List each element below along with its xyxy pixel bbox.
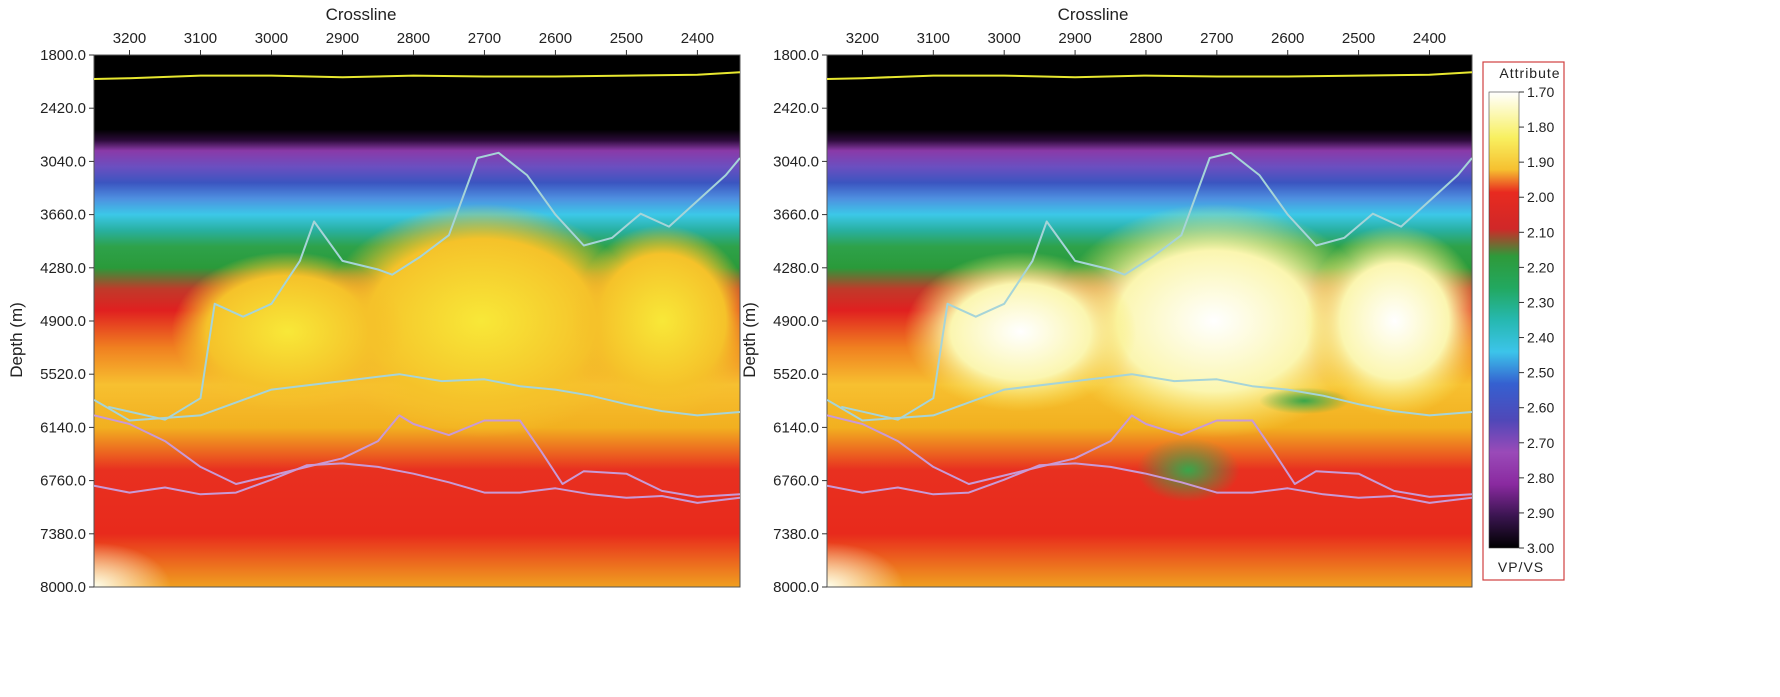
left-x-axis-title: Crossline — [326, 5, 397, 24]
x-tick-label: 2800 — [1129, 30, 1162, 47]
x-tick-label: 3100 — [184, 30, 217, 47]
high-attribute-core — [320, 203, 644, 439]
horizon-group — [94, 71, 740, 504]
colorbar-tick-label: 2.30 — [1527, 294, 1554, 310]
y-tick-label: 5520.0 — [773, 366, 819, 383]
y-tick-label: 2420.0 — [40, 100, 86, 117]
colorbar-title: Attribute — [1499, 65, 1560, 81]
y-tick-label: 1800.0 — [773, 47, 819, 64]
y-tick-label: 7380.0 — [40, 526, 86, 543]
x-tick-label: 3200 — [846, 30, 879, 47]
y-tick-label: 7380.0 — [773, 526, 819, 543]
y-tick-label: 5520.0 — [40, 366, 86, 383]
x-tick-label: 3100 — [917, 30, 950, 47]
x-tick-label: 2600 — [539, 30, 572, 47]
horizon-line — [827, 373, 1472, 422]
horizon-group — [827, 71, 1472, 504]
right-x-axis-title: Crossline — [1058, 5, 1129, 24]
horizon-line — [827, 71, 1472, 80]
colorbar-tick-label: 3.00 — [1527, 540, 1554, 556]
y-tick-label: 8000.0 — [773, 579, 819, 596]
y-tick-label: 3660.0 — [40, 207, 86, 224]
horizon-line — [827, 462, 1472, 504]
low-attribute-patch — [1136, 438, 1240, 502]
y-tick-label: 4280.0 — [773, 260, 819, 277]
x-tick-label: 2400 — [681, 30, 714, 47]
colorbar-tick-label: 2.40 — [1527, 330, 1554, 346]
right-axis-ticks: 3200 3100 3000 2900 2800 2700 2600 2500 2400 1800… — [773, 30, 1446, 596]
x-tick-label: 2500 — [610, 30, 643, 47]
high-attribute-core — [171, 251, 405, 412]
colorbar-tick-label: 2.60 — [1527, 400, 1554, 416]
x-tick-label: 2700 — [468, 30, 501, 47]
horizon-line — [94, 462, 740, 504]
horizon-line — [94, 373, 740, 422]
horizon-line — [94, 71, 740, 80]
right-panel — [827, 55, 1472, 587]
x-tick-label: 2600 — [1271, 30, 1304, 47]
x-tick-label: 3200 — [113, 30, 146, 47]
colorbar-ramp — [1488, 91, 1520, 549]
high-attribute-core — [904, 251, 1137, 412]
horizon-line — [94, 414, 740, 498]
y-tick-label: 1800.0 — [40, 47, 86, 64]
colorbar-tick-label: 2.10 — [1527, 224, 1554, 240]
left-panel — [94, 55, 740, 587]
colorbar-unit-label: VP/VS — [1498, 559, 1544, 575]
colorbar: Attribute 1.70 1.80 1.90 2.00 2.10 2.20 2.30 2.… — [1482, 61, 1565, 581]
y-tick-label: 8000.0 — [40, 579, 86, 596]
right-y-axis-title: Depth (m) — [740, 302, 759, 378]
y-tick-label: 4900.0 — [773, 313, 819, 330]
y-tick-label: 6140.0 — [773, 419, 819, 436]
y-tick-label: 3040.0 — [773, 153, 819, 170]
y-tick-label: 2420.0 — [773, 100, 819, 117]
x-tick-label: 2900 — [1058, 30, 1091, 47]
high-attribute-core — [1304, 225, 1472, 417]
y-tick-label: 4900.0 — [40, 313, 86, 330]
y-tick-label: 3660.0 — [773, 207, 819, 224]
colorbar-tick-label: 1.90 — [1527, 154, 1554, 170]
colorbar-tick-label: 2.00 — [1527, 189, 1554, 205]
x-tick-label: 2800 — [397, 30, 430, 47]
x-tick-label: 2500 — [1342, 30, 1375, 47]
high-attribute-core — [572, 225, 740, 417]
left-y-axis-title: Depth (m) — [7, 302, 26, 378]
x-tick-label: 2900 — [326, 30, 359, 47]
colorbar-tick-label: 2.70 — [1527, 435, 1554, 451]
y-tick-label: 6140.0 — [40, 419, 86, 436]
y-tick-label: 6760.0 — [773, 473, 819, 490]
colorbar-tick-label: 2.90 — [1527, 505, 1554, 521]
y-tick-label: 4280.0 — [40, 260, 86, 277]
left-bottom-highlight — [94, 460, 314, 587]
y-tick-label: 6760.0 — [40, 473, 86, 490]
colorbar-tick-label: 2.20 — [1527, 259, 1554, 275]
horizon-line — [107, 151, 740, 421]
horizon-line — [827, 414, 1472, 498]
colorbar-tick-label: 1.80 — [1527, 119, 1554, 135]
high-attribute-core — [1052, 203, 1376, 439]
x-tick-label: 2400 — [1413, 30, 1446, 47]
colorbar-tick-label: 2.80 — [1527, 470, 1554, 486]
y-tick-label: 3040.0 — [40, 153, 86, 170]
low-attribute-patch — [1259, 387, 1350, 415]
x-tick-label: 3000 — [988, 30, 1021, 47]
x-tick-label: 2700 — [1200, 30, 1233, 47]
colorbar-tick-label: 1.70 — [1527, 84, 1554, 100]
right-bottom-highlight — [827, 460, 1047, 587]
colorbar-tick-label: 2.50 — [1527, 365, 1554, 381]
horizon-line — [840, 151, 1472, 421]
left-axis-ticks: 3200 3100 3000 2900 2800 2700 2600 2500 2400 1800… — [40, 30, 714, 596]
x-tick-label: 3000 — [255, 30, 288, 47]
